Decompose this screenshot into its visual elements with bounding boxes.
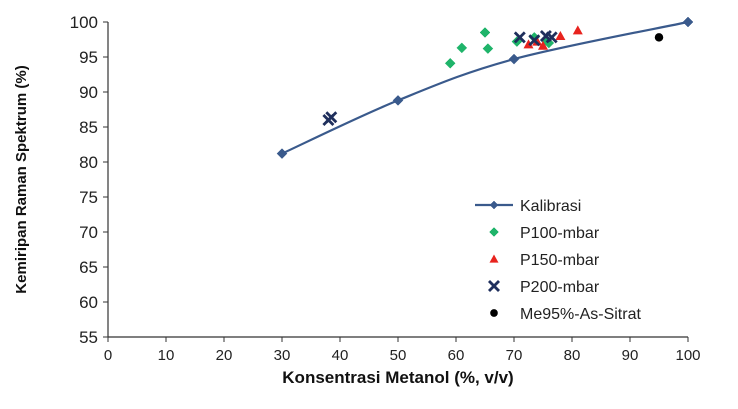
point-p200-mbar-stroke-b	[325, 111, 338, 124]
point-p150-mbar	[572, 25, 583, 35]
y-tick-label: 65	[79, 258, 98, 277]
x-tick-label: 0	[104, 347, 112, 364]
point-p150-mbar	[532, 36, 543, 46]
legend-p150-mbar-label: P150-mbar	[520, 252, 600, 269]
point-me95-as-sitrat	[654, 33, 664, 42]
y-tick-label: 60	[79, 293, 98, 312]
series-line-kalibrasi	[281, 20, 689, 155]
x-tick-label: 100	[675, 347, 700, 364]
point-p200-mbar-stroke-b	[545, 31, 558, 44]
legend-p100-mbar-marker	[489, 227, 499, 237]
x-tick-label: 40	[332, 347, 349, 364]
x-axis-title: Konsentrasi Metanol (%, v/v)	[282, 368, 513, 387]
legend-kalibrasi-marker	[489, 200, 499, 210]
y-tick-label: 70	[79, 223, 98, 242]
point-kalibrasi	[682, 16, 694, 28]
point-p100-mbar	[479, 27, 491, 38]
y-tick-label: 55	[79, 328, 98, 347]
x-tick-label: 50	[390, 347, 407, 364]
x-tick-label: 20	[216, 347, 233, 364]
point-p150-mbar	[523, 39, 534, 49]
point-p100-mbar	[444, 57, 456, 69]
y-tick-label: 100	[70, 13, 98, 32]
legend-kalibrasi-label: Kalibrasi	[520, 198, 581, 215]
y-tick-label: 80	[79, 153, 98, 172]
point-p100-mbar	[456, 42, 468, 54]
legend-me95-as-sitrat-marker	[490, 309, 498, 317]
data-marks	[276, 16, 694, 159]
point-p200-mbar-stroke-b	[539, 30, 552, 42]
legend-p100-mbar-label: P100-mbar	[520, 225, 600, 242]
calibration-line	[281, 20, 689, 155]
x-tick-label: 90	[622, 347, 639, 364]
point-p200-mbar	[325, 111, 338, 124]
axes: 55 60 65 70 75 80 85 90 95 100 0 10 20 30 40 50 60 70 80 90…	[70, 13, 701, 364]
point-p200-mbar	[545, 31, 558, 44]
x-tick-label: 60	[448, 347, 465, 364]
point-p200-mbar	[513, 31, 526, 44]
legend-me95-as-sitrat-label: Me95%-As-Sitrat	[520, 306, 641, 323]
point-p100-mbar	[482, 43, 494, 54]
point-kalibrasi	[392, 95, 404, 106]
point-p150-mbar	[538, 40, 548, 50]
legend: Kalibrasi P100-mbar P150-mbar P200-mbar Me95…	[475, 198, 641, 323]
point-p200-mbar-stroke-b	[513, 31, 526, 44]
point-p200-mbar	[528, 34, 541, 47]
y-tick-label: 90	[79, 83, 98, 102]
y-tick-label: 75	[79, 188, 98, 207]
point-kalibrasi	[276, 148, 288, 159]
x-tick-label: 80	[564, 347, 581, 364]
point-kalibrasi	[508, 53, 520, 65]
y-axis-title: Kemiripan Raman Spektrum (%)	[13, 65, 30, 293]
x-tick-label: 10	[158, 347, 175, 364]
legend-p200-mbar-marker-stroke-b	[488, 280, 500, 292]
x-tick-label: 30	[274, 347, 291, 364]
legend-p200-mbar-label: P200-mbar	[520, 279, 600, 296]
point-p150-mbar	[555, 31, 566, 40]
y-tick-label: 85	[79, 118, 98, 137]
x-tick-label: 70	[506, 347, 523, 364]
y-tick-label: 95	[79, 48, 98, 67]
legend-p200-mbar-marker	[488, 280, 500, 292]
point-p200-mbar-stroke-b	[528, 34, 541, 47]
legend-p150-mbar-marker	[489, 254, 499, 263]
